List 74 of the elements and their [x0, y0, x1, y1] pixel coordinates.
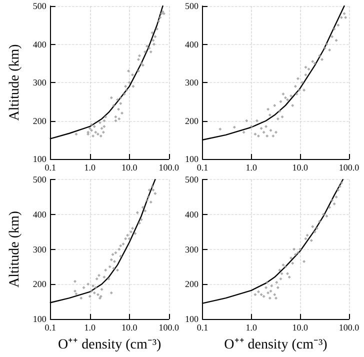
point [136, 58, 140, 62]
point [152, 42, 156, 46]
x-tick-label: 0.1 [44, 322, 56, 332]
point [88, 126, 92, 130]
x-tick-label: 1.0 [84, 162, 96, 172]
point [154, 35, 157, 38]
x-tick-label: 100.0 [158, 162, 180, 172]
y-tick-label: 300 [185, 244, 199, 254]
y-tick-label: 400 [185, 209, 199, 220]
x-tick-label: 0.1 [44, 162, 56, 172]
point [118, 117, 121, 120]
y-axis-title: Altitude (km) [8, 44, 22, 121]
y-tick-label: 100 [32, 154, 47, 164]
point [157, 20, 160, 23]
y-axis-title: Altitude (km) [8, 210, 22, 288]
point [92, 134, 95, 138]
y-tick-label: 400 [185, 39, 199, 50]
x-tick-label: 10.0 [122, 162, 138, 172]
point [138, 54, 141, 58]
point [116, 108, 120, 111]
point [99, 134, 102, 138]
point [160, 12, 163, 16]
point [140, 62, 143, 65]
y-tick-label: 500 [32, 1, 47, 11]
y-tick-label: 200 [32, 279, 47, 290]
x-axis-title: O⁺⁺ density (cm⁻³) [224, 338, 328, 352]
point [102, 119, 106, 122]
y-tick-label: 300 [32, 244, 47, 254]
point [90, 128, 94, 132]
point [96, 132, 100, 136]
x-tick-label: 10.0 [122, 322, 138, 332]
point [144, 50, 147, 54]
x-tick-label: 1.0 [246, 322, 258, 332]
y-tick-label: 400 [32, 209, 47, 220]
x-tick-label: 100.0 [158, 322, 180, 332]
y-tick-label: 200 [185, 279, 199, 290]
x-tick-label: 10.0 [292, 162, 309, 172]
x-tick-label: 100.0 [338, 162, 360, 172]
y-tick-label: 300 [185, 78, 199, 88]
x-tick-label: 0.1 [196, 162, 208, 172]
point [162, 12, 166, 16]
point [119, 96, 122, 100]
x-tick-label: 1.0 [246, 162, 258, 172]
y-tick-label: 100 [185, 154, 199, 164]
point [98, 121, 102, 124]
y-tick-label: 200 [185, 116, 199, 126]
point [110, 96, 113, 100]
point [114, 119, 118, 122]
y-tick-label: 500 [185, 174, 199, 184]
y-tick-label: 100 [185, 314, 199, 324]
point [152, 38, 155, 42]
point [104, 115, 108, 118]
y-tick-label: 100 [32, 314, 47, 324]
x-tick-label: 1.0 [84, 322, 96, 332]
point [92, 124, 96, 128]
y-tick-label: 400 [32, 39, 47, 50]
x-tick-label: 100.0 [338, 322, 360, 332]
y-tick-label: 500 [32, 174, 47, 184]
point [158, 16, 162, 19]
point [146, 44, 149, 48]
point [100, 126, 104, 130]
point [102, 130, 105, 134]
y-tick-label: 300 [32, 78, 47, 88]
x-tick-label: 0.1 [196, 322, 208, 332]
y-tick-label: 200 [32, 116, 47, 126]
point [141, 64, 144, 67]
point [116, 98, 119, 102]
point [161, 10, 164, 14]
y-tick-label: 500 [185, 1, 199, 11]
x-tick-label: 10.0 [292, 322, 309, 332]
point [155, 27, 158, 30]
point [94, 130, 98, 134]
point [131, 73, 134, 76]
x-axis-title: O⁺⁺ density (cm⁻³) [58, 338, 162, 352]
